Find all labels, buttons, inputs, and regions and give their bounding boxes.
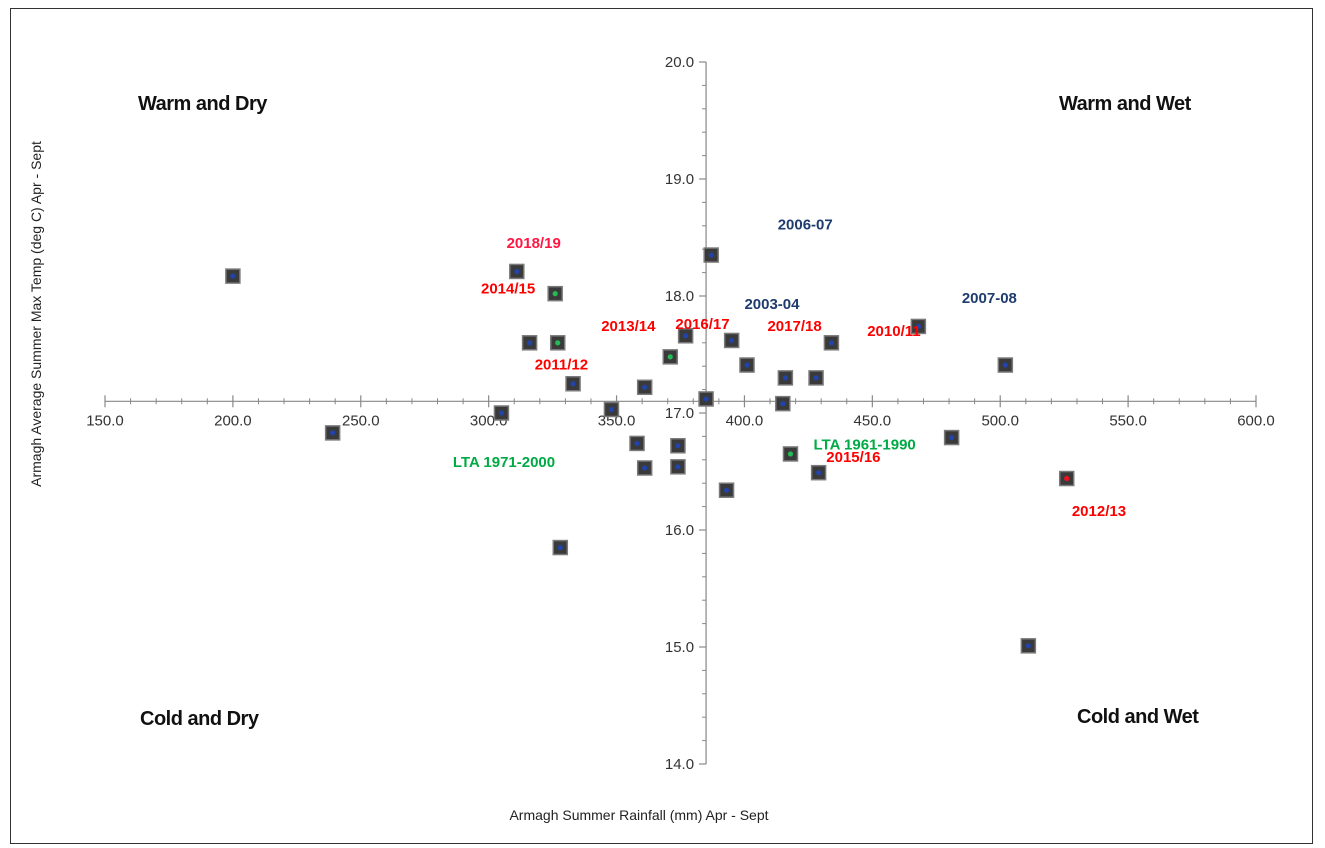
quadrant-label-bottom-left: Cold and Dry [140, 708, 260, 730]
data-point-dot [608, 406, 615, 413]
data-points [225, 247, 1075, 654]
data-point-dot [526, 340, 533, 346]
data-point-dot [330, 430, 336, 436]
point-label: 2018/19 [507, 235, 561, 252]
x-tick-label: 500.0 [981, 412, 1019, 429]
point-label: 2003-04 [744, 296, 800, 313]
point-label: LTA 1961-1990 [814, 436, 916, 453]
data-point-dot [744, 362, 750, 368]
data-point-dot [557, 544, 563, 551]
x-tick-label: 200.0 [214, 412, 252, 429]
data-point-dot [1002, 362, 1008, 368]
point-label: 2011/12 [535, 357, 588, 374]
point-label: 2010/11 [867, 323, 920, 340]
data-point-dot [552, 291, 558, 297]
data-point-dot [915, 323, 921, 330]
data-point-dot [230, 273, 236, 279]
data-point-dot [816, 470, 822, 476]
data-point-dot [813, 375, 819, 381]
x-tick-label: 400.0 [726, 412, 764, 429]
y-tick-label: 20.0 [665, 54, 694, 71]
point-label: 2017/18 [767, 318, 821, 335]
data-point-dot [498, 410, 505, 416]
data-point-dot [642, 384, 648, 390]
point-label: 2016/17 [675, 316, 729, 333]
chart-frame [10, 8, 1313, 844]
data-point-dot [667, 354, 673, 360]
x-tick-label: 250.0 [342, 412, 380, 429]
data-point-dot [787, 451, 794, 457]
data-point-dot [1025, 643, 1031, 649]
x-tick-label: 450.0 [854, 412, 892, 429]
data-point-dot [634, 440, 640, 447]
quadrant-label-bottom-right: Cold and Wet [1077, 706, 1199, 728]
x-axis-title: Armagh Summer Rainfall (mm) Apr - Sept [509, 807, 768, 823]
y-tick-label: 15.0 [665, 639, 694, 656]
data-point-dot [642, 465, 648, 471]
data-point-dot [780, 401, 786, 407]
data-point-dot [1064, 475, 1070, 482]
data-point-dot [683, 333, 689, 339]
quadrant-label-top-left: Warm and Dry [138, 93, 268, 115]
data-point-dot [514, 268, 520, 275]
point-label: LTA 1971-2000 [453, 454, 555, 471]
point-label: 2007-08 [962, 290, 1017, 307]
data-point-dot [555, 340, 561, 346]
data-point-dot [675, 464, 681, 470]
point-label: 2006-07 [778, 216, 833, 233]
y-tick-label: 18.0 [665, 288, 694, 305]
tick-labels: 150.0 200.0 250.0 300.0 350.0 400.0 450.0 500.0… [86, 54, 1275, 773]
x-tick-label: 600.0 [1237, 412, 1275, 429]
axes [104, 61, 1257, 765]
data-point-dot [729, 337, 735, 344]
data-point-dot [675, 443, 681, 449]
point-label: 2014/15 [481, 281, 535, 298]
x-tick-label: 150.0 [86, 412, 124, 429]
point-label: 2013/14 [601, 318, 656, 335]
data-point-dot [828, 340, 835, 346]
y-tick-label: 19.0 [665, 171, 694, 188]
y-tick-label: 16.0 [665, 522, 694, 539]
data-point-dot [570, 381, 576, 387]
y-tick-label: 14.0 [665, 756, 694, 773]
data-point-dot [949, 434, 955, 441]
y-axis-title: Armagh Average Summer Max Temp (deg C) A… [28, 141, 44, 487]
point-label: 2015/16 [826, 449, 880, 466]
data-point-dot [723, 487, 730, 493]
y-tick-label: 17.0 [665, 405, 694, 422]
data-point-dot [708, 252, 714, 258]
point-label: 2012/13 [1072, 503, 1126, 520]
quadrant-label-top-right: Warm and Wet [1059, 93, 1192, 115]
data-point-dot [782, 375, 788, 381]
x-tick-label: 550.0 [1109, 412, 1147, 429]
data-point-dot [703, 396, 709, 402]
point-labels: 2018/19 2014/15 2013/14 2011/12 2016/17 2017/… [453, 216, 1126, 520]
